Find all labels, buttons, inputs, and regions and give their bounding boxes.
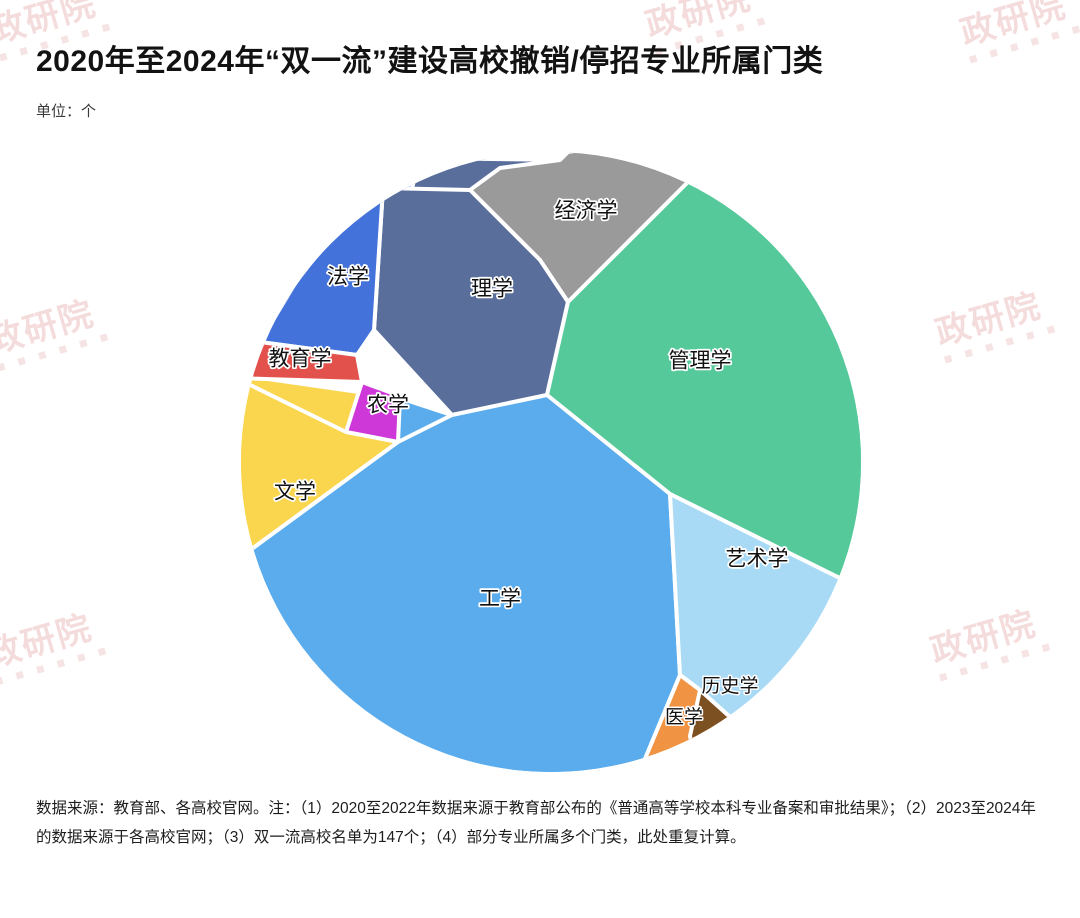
- slice-label-lishixue: 历史学: [701, 675, 758, 697]
- slice-label-faxue: 法学: [327, 266, 369, 289]
- slice-label-gongxue: 工学: [479, 588, 521, 611]
- slice-label-wenxue: 文学: [274, 481, 316, 504]
- slice-wenxue-shape[interactable]: [96, 376, 400, 744]
- watermark-text: 政研院: [956, 0, 1072, 54]
- slice-label-yishuxue: 艺术学: [726, 548, 789, 571]
- chart-svg: 理学 经济学 法学 教育学 农学 文学 管理学 工学 艺术学 历史学 医学: [96, 152, 861, 772]
- slice-label-jiaoyuxue: 教育学: [269, 348, 332, 371]
- slice-label-nongxue: 农学: [367, 394, 409, 417]
- slice-nongxue-shape[interactable]: [344, 380, 454, 444]
- unit-label: 单位：个: [36, 103, 97, 120]
- slice-jiaoyuxue-shape[interactable]: [196, 340, 364, 384]
- page-title: 2020年至2024年“双一流”建设高校撤销/停招专业所属门类: [36, 45, 824, 78]
- slice-geometry-refined: [96, 152, 861, 772]
- slice-label-jingjixue: 经济学: [555, 200, 618, 223]
- watermark-subtext: ■ ■ ■ ■ ■ ■: [967, 22, 1080, 66]
- voronoi-pie-chart: 理学 经济学 法学 教育学 农学 文学 管理学 工学 艺术学 历史学 医学: [0, 130, 1080, 790]
- watermark-tile: 政研院■ ■ ■ ■ ■ ■: [954, 0, 1080, 65]
- source-footnote: 数据来源：教育部、各高校官网。注：（1）2020至2022年数据来源于教育部公布…: [36, 800, 1036, 846]
- slice-label-lixue: 理学: [471, 278, 513, 301]
- slice-label-guanlixue: 管理学: [669, 350, 732, 373]
- slice-label-yixue: 医学: [665, 706, 703, 728]
